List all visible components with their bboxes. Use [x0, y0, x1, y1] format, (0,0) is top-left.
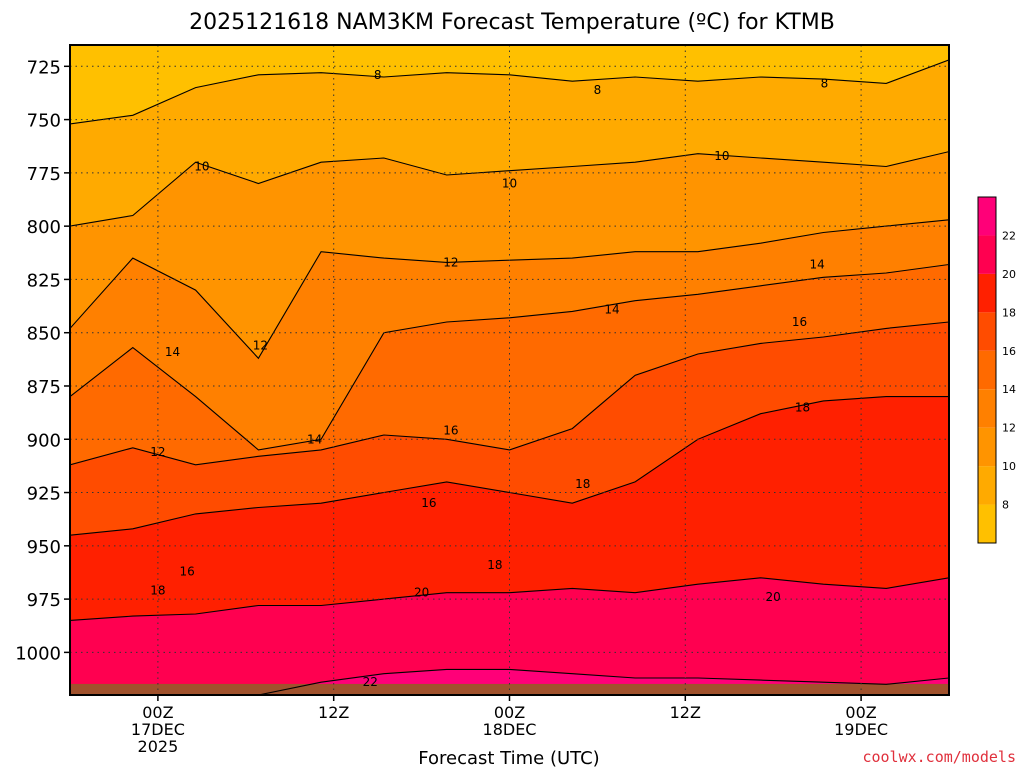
contour-label: 8 — [821, 76, 829, 90]
y-tick-label: 800 — [27, 217, 61, 238]
contour-label: 12 — [443, 255, 458, 269]
colorbar-swatch — [978, 197, 996, 236]
x-tick-label: 00Z — [845, 703, 876, 722]
isotherm-line — [70, 577, 949, 621]
y-tick-label: 775 — [27, 164, 61, 185]
y-tick-label: 750 — [27, 111, 61, 132]
x-tick-label: 17DEC — [131, 720, 185, 739]
contour-label: 22 — [363, 675, 378, 689]
isotherm-line — [70, 151, 949, 227]
colorbar-swatch — [978, 427, 996, 467]
contour-label: 8 — [594, 83, 602, 97]
colorbar-swatch — [978, 466, 996, 505]
contour-label: 14 — [604, 302, 619, 316]
chart-title: 2025121618 NAM3KM Forecast Temperature (… — [189, 10, 835, 35]
colorbar-swatch — [978, 504, 996, 543]
x-tick-label: 12Z — [318, 703, 349, 722]
credit-link[interactable]: coolwx.com/models — [862, 748, 1016, 766]
isotherm-line — [70, 668, 949, 695]
contour-label: 18 — [795, 400, 810, 414]
contour-label: 12 — [253, 338, 268, 352]
x-tick-label: 00Z — [494, 703, 525, 722]
isotherm-line — [70, 396, 949, 536]
colorbar-label: 18 — [1002, 306, 1016, 319]
y-tick-label: 875 — [27, 377, 61, 398]
x-tick-label: 19DEC — [834, 720, 888, 739]
contour-label: 10 — [714, 149, 729, 163]
y-axis: 725 750 775 800 825 850 875 900 925 950 975 1000 — [15, 57, 70, 664]
y-tick-label: 925 — [27, 484, 61, 505]
colorbar-swatch — [978, 273, 996, 313]
isotherm-line — [70, 263, 949, 451]
contour-label: 16 — [180, 564, 195, 578]
x-tick-label: 2025 — [138, 737, 179, 756]
contour-label: 20 — [766, 590, 781, 604]
y-tick-label: 900 — [27, 430, 61, 451]
colorbar-frame — [977, 196, 997, 544]
contour-label: 14 — [810, 258, 825, 272]
colorbar-label: 22 — [1002, 229, 1016, 242]
y-tick-label: 825 — [27, 270, 61, 291]
x-tick-label: 18DEC — [483, 720, 537, 739]
x-axis-label: Forecast Time (UTC) — [418, 748, 599, 768]
contour-label: 12 — [150, 445, 165, 459]
contour-label: 18 — [150, 584, 165, 598]
colorbar-label: 10 — [1002, 460, 1016, 473]
y-tick-label: 950 — [27, 537, 61, 558]
colorbar-swatch — [978, 235, 996, 274]
colorbar-legend: 8 10 12 14 16 18 20 22 — [977, 196, 1016, 544]
isotherm-line — [70, 321, 949, 466]
y-tick-label: 725 — [27, 57, 61, 78]
contour-label: 16 — [792, 315, 807, 329]
y-tick-label: 975 — [27, 590, 61, 611]
y-tick-label: 1000 — [15, 643, 61, 664]
colorbar-label: 20 — [1002, 268, 1016, 281]
contour-label: 8 — [374, 68, 382, 82]
colorbar-label: 16 — [1002, 345, 1016, 358]
contour-label: 10 — [194, 159, 209, 173]
contour-label: 16 — [421, 496, 436, 510]
temperature-fill-layer — [70, 45, 949, 695]
contour-label: 20 — [414, 586, 429, 600]
colorbar-swatch — [978, 312, 996, 351]
isotherm-line — [70, 59, 949, 125]
colorbar-label: 14 — [1002, 383, 1016, 396]
contour-label: 16 — [443, 424, 458, 438]
isotherm-layer — [70, 59, 949, 695]
grid-layer — [70, 45, 949, 695]
colorbar-label: 8 — [1002, 499, 1009, 512]
x-tick-label: 12Z — [670, 703, 701, 722]
x-tick-label: 00Z — [142, 703, 173, 722]
colorbar-label: 12 — [1002, 422, 1016, 435]
temp-band — [70, 577, 949, 695]
colorbar-swatch — [978, 389, 996, 428]
y-tick-label: 850 — [27, 324, 61, 345]
contour-label: 18 — [575, 477, 590, 491]
contour-label: 18 — [487, 558, 502, 572]
contour-label-layer: 8 8 8 10 10 10 12 12 12 14 14 14 14 16 16 16 16 18 18 18 18 2… — [150, 68, 828, 689]
contour-label: 10 — [502, 177, 517, 191]
colorbar-swatch — [978, 350, 996, 390]
contour-label: 14 — [307, 432, 322, 446]
contour-label: 14 — [165, 345, 180, 359]
